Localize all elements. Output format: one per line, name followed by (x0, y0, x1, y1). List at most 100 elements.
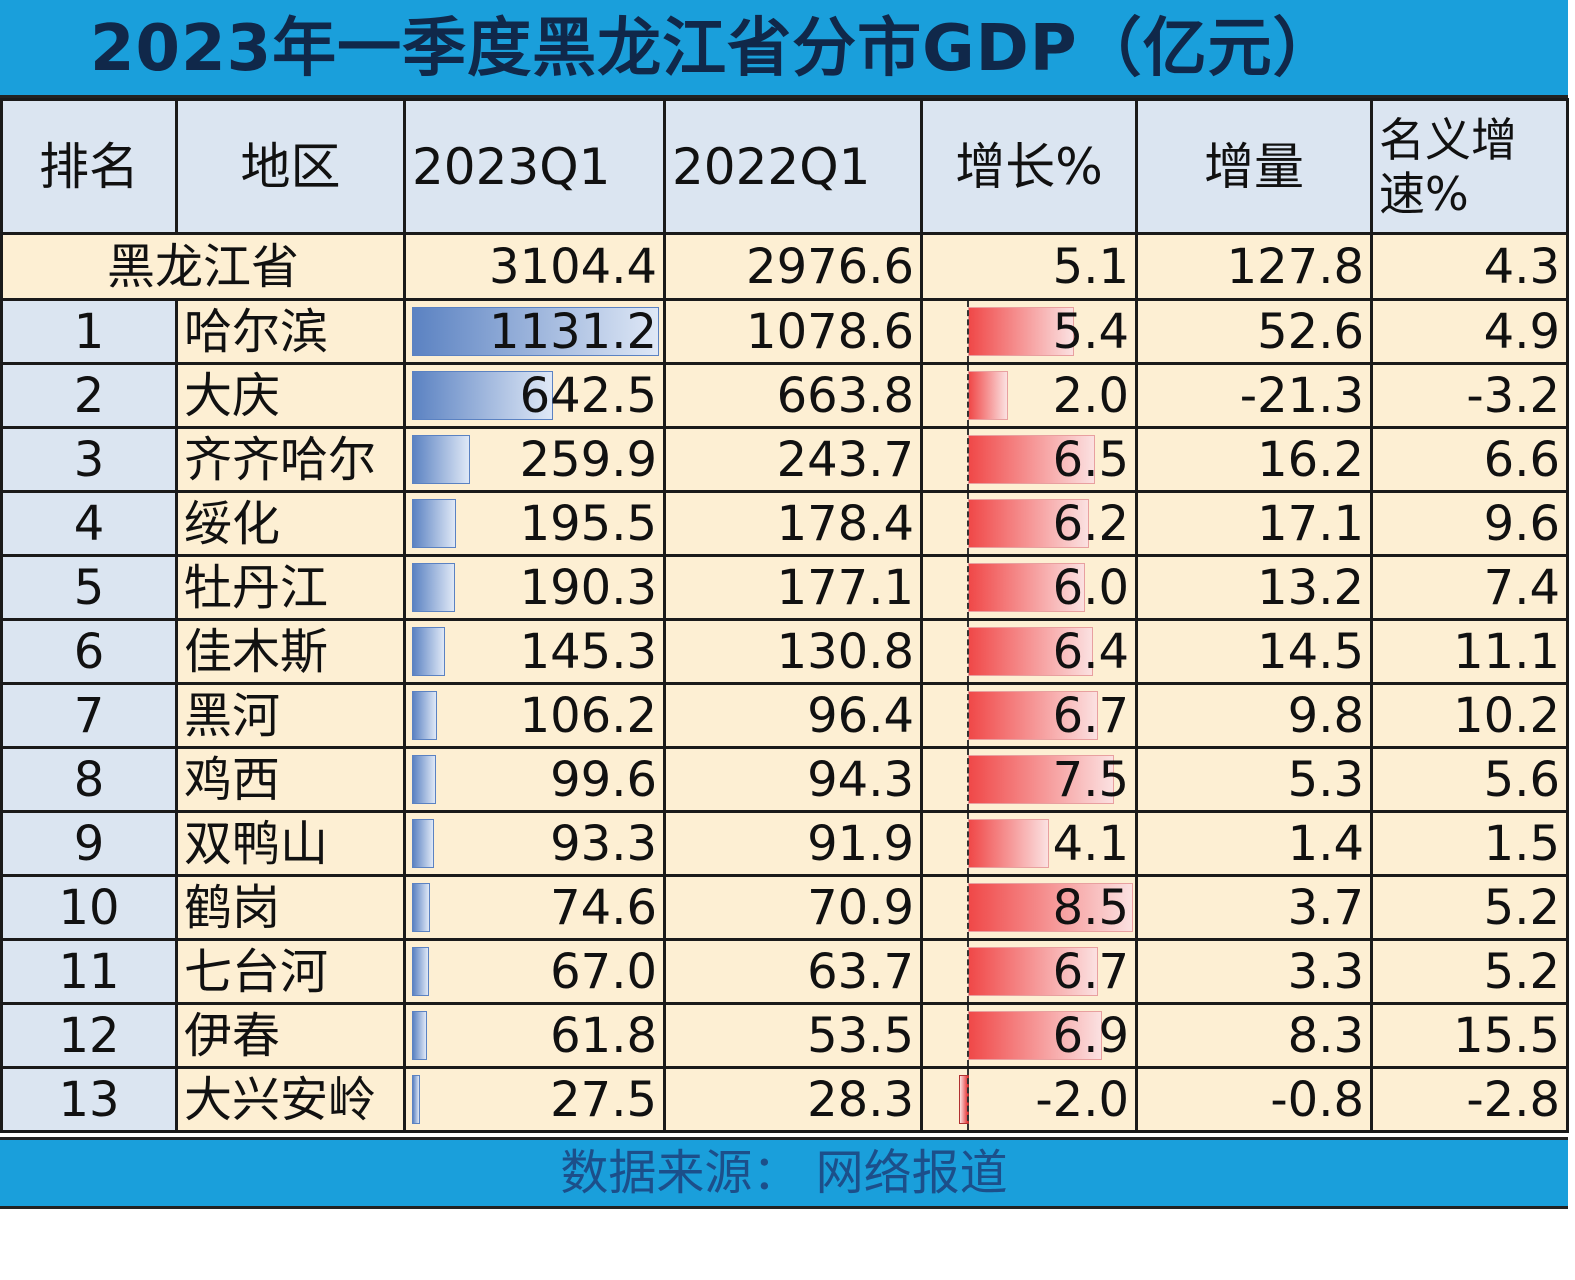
growth-data-bar (968, 435, 1095, 484)
increase-cell: 3.3 (1135, 938, 1373, 1005)
gdp-2023-cell: 259.9 (403, 426, 666, 493)
increase-cell: 17.1 (1135, 490, 1373, 557)
nominal-growth-cell: 5.2 (1370, 874, 1569, 941)
nominal-growth-cell-value: 15.5 (1453, 1007, 1560, 1064)
increase-cell: 8.3 (1135, 1002, 1373, 1069)
increase-cell-value: 16.2 (1257, 431, 1364, 488)
table-row: 11 七台河 67.0 63.7 6.7 3.3 5.2 (0, 938, 1569, 1005)
table-row: 4 绥化 195.5 178.4 6.2 17.1 9.6 (0, 490, 1569, 557)
increase-cell-value: 8.3 (1287, 1007, 1364, 1064)
growth-cell-value: 6.2 (1052, 495, 1129, 552)
gdp-2023-cell: 642.5 (403, 362, 666, 429)
gdp-2022-cell-value: 1078.6 (746, 303, 914, 360)
growth-cell: 6.0 (920, 554, 1138, 621)
region-cell-value: 黑河 (184, 687, 281, 744)
gdp-data-bar (412, 1011, 428, 1060)
growth-cell-value: 7.5 (1052, 751, 1129, 808)
growth-cell: 5.4 (920, 298, 1138, 365)
growth-data-bar (968, 1011, 1103, 1060)
table-row: 3 齐齐哈尔 259.9 243.7 6.5 16.2 6.6 (0, 426, 1569, 493)
table-row: 8 鸡西 99.6 94.3 7.5 5.3 5.6 (0, 746, 1569, 813)
growth-cell: 6.4 (920, 618, 1138, 685)
nominal-growth-cell: 1.5 (1370, 810, 1569, 877)
gdp-data-bar (412, 371, 554, 420)
growth-cell-value: 4.1 (1052, 815, 1129, 872)
nominal-growth-cell-value: 9.6 (1483, 495, 1560, 552)
growth-data-bar (968, 691, 1099, 740)
growth-cell: 6.9 (920, 1002, 1138, 1069)
gdp-2023-cell-value: 145.3 (519, 623, 657, 680)
gdp-data-bar (412, 499, 457, 548)
gdp-2023-cell-value: 99.6 (550, 751, 657, 808)
nominal-growth-cell-value: 5.6 (1483, 751, 1560, 808)
growth-cell-value: 6.7 (1052, 943, 1129, 1000)
rank-cell: 1 (0, 298, 178, 365)
rank-cell-value: 5 (73, 559, 105, 616)
gdp-2022-cell: 177.1 (663, 554, 923, 621)
nominal-growth-cell-value: 5.2 (1483, 943, 1560, 1000)
increase-cell-value: 14.5 (1257, 623, 1364, 680)
growth-cell-value: 6.7 (1052, 687, 1129, 744)
gdp-2023-cell: 190.3 (403, 554, 666, 621)
province-nominal: 4.3 (1370, 232, 1569, 301)
growth-cell-value: 6.0 (1052, 559, 1129, 616)
increase-cell: 9.8 (1135, 682, 1373, 749)
nominal-growth-cell: -3.2 (1370, 362, 1569, 429)
header-2022q1: 2022Q1 (663, 98, 923, 235)
growth-cell: 4.1 (920, 810, 1138, 877)
gdp-data-bar (412, 883, 431, 932)
nominal-growth-cell-value: 5.2 (1483, 879, 1560, 936)
region-cell-value: 大兴安岭 (184, 1071, 377, 1128)
gdp-2023-cell-value: 190.3 (519, 559, 657, 616)
table-row: 2 大庆 642.5 663.8 2.0 -21.3 -3.2 (0, 362, 1569, 429)
rank-cell-value: 8 (73, 751, 105, 808)
header-growth: 增长% (920, 98, 1138, 235)
increase-cell: 1.4 (1135, 810, 1373, 877)
growth-cell: 2.0 (920, 362, 1138, 429)
region-cell: 绥化 (175, 490, 406, 557)
gdp-2022-cell: 28.3 (663, 1066, 923, 1133)
table-row: 12 伊春 61.8 53.5 6.9 8.3 15.5 (0, 1002, 1569, 1069)
gdp-data-bar (412, 563, 456, 612)
nominal-growth-cell: 10.2 (1370, 682, 1569, 749)
gdp-2022-cell-value: 70.9 (807, 879, 914, 936)
gdp-data-bar (412, 435, 471, 484)
region-cell: 齐齐哈尔 (175, 426, 406, 493)
region-cell: 佳木斯 (175, 618, 406, 685)
growth-zero-axis (967, 430, 969, 489)
growth-data-bar (968, 819, 1049, 868)
increase-cell-value: 5.3 (1287, 751, 1364, 808)
growth-cell: 7.5 (920, 746, 1138, 813)
growth-cell-value: 6.9 (1052, 1007, 1129, 1064)
growth-zero-axis (967, 494, 969, 553)
gdp-2022-cell: 96.4 (663, 682, 923, 749)
nominal-growth-cell: 9.6 (1370, 490, 1569, 557)
region-cell-value: 佳木斯 (184, 623, 329, 680)
growth-zero-axis (967, 622, 969, 681)
growth-zero-axis (967, 686, 969, 745)
province-growth: 5.1 (920, 232, 1138, 301)
nominal-growth-cell-value: -3.2 (1466, 367, 1560, 424)
gdp-2023-cell-value: 74.6 (550, 879, 657, 936)
gdp-2022-cell-value: 96.4 (807, 687, 914, 744)
gdp-2022-cell: 91.9 (663, 810, 923, 877)
rank-cell: 5 (0, 554, 178, 621)
growth-cell-value: 2.0 (1052, 367, 1129, 424)
growth-zero-axis (967, 1006, 969, 1065)
gdp-2023-cell: 195.5 (403, 490, 666, 557)
rank-cell-value: 4 (73, 495, 105, 552)
rank-cell-value: 1 (73, 303, 105, 360)
gdp-2023-cell: 1131.2 (403, 298, 666, 365)
rank-cell: 7 (0, 682, 178, 749)
gdp-2022-cell: 178.4 (663, 490, 923, 557)
rank-cell: 3 (0, 426, 178, 493)
gdp-data-bar (412, 691, 437, 740)
region-cell-value: 哈尔滨 (184, 303, 329, 360)
region-cell-value: 齐齐哈尔 (184, 431, 377, 488)
gdp-2023-cell: 27.5 (403, 1066, 666, 1133)
header-row: 排名 地区 2023Q1 2022Q1 增长% 增量 名义增速% (0, 98, 1569, 235)
increase-cell: 14.5 (1135, 618, 1373, 685)
growth-cell: 6.2 (920, 490, 1138, 557)
nominal-growth-cell: 5.2 (1370, 938, 1569, 1005)
gdp-2023-cell: 99.6 (403, 746, 666, 813)
